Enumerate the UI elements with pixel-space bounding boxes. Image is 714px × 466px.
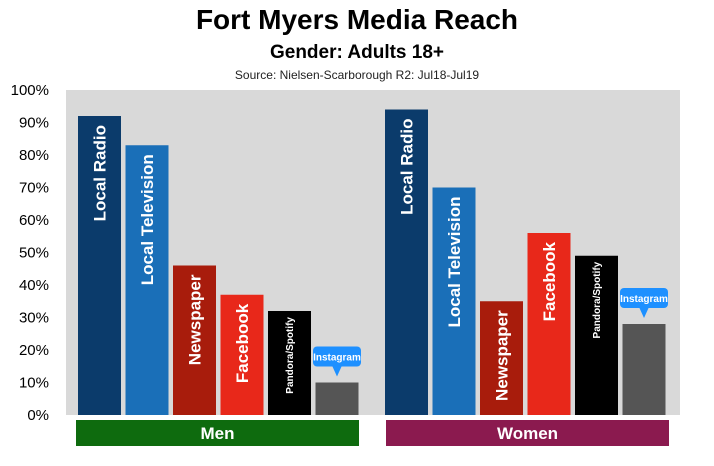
bar-men-local-radio: [78, 116, 121, 415]
bar-label: Local Radio: [91, 125, 110, 221]
y-tick-label: 40%: [19, 277, 49, 294]
chart-subtitle: Gender: Adults 18+: [269, 42, 445, 63]
bar-women-pandora-spotify: [575, 255, 618, 415]
instagram-callout-pointer: [639, 307, 649, 318]
bar-men-pandora-spotify: [268, 311, 311, 415]
y-tick-label: 80%: [19, 147, 49, 164]
bar-label: Facebook: [233, 303, 252, 383]
instagram-callout-pointer: [332, 365, 342, 377]
group-label: Men: [201, 424, 235, 443]
y-tick-label: 70%: [19, 180, 49, 197]
bar-label: Pandora/Spotify: [592, 261, 603, 338]
bar-label: Facebook: [540, 241, 559, 321]
bar-label: Instagram: [313, 353, 361, 364]
bar-label: Local Television: [138, 154, 157, 285]
y-tick-label: 50%: [19, 245, 49, 262]
y-tick-label: 0%: [27, 407, 49, 424]
bar-men-newspaper: [173, 265, 216, 415]
y-tick-label: 90%: [19, 115, 49, 132]
y-tick-label: 60%: [19, 212, 49, 229]
bar-women-facebook: [527, 233, 571, 415]
group-label-box: [386, 420, 669, 446]
instagram-callout: [620, 288, 668, 308]
y-tick-label: 20%: [19, 342, 49, 359]
bar-label: Newspaper: [186, 274, 205, 365]
y-tick-label: 100%: [11, 82, 49, 99]
bar-label: Newspaper: [493, 310, 512, 401]
chart-title: Fort Myers Media Reach: [195, 4, 519, 35]
bar-women-local-radio: [385, 109, 428, 415]
group-label-box: [76, 420, 359, 446]
instagram-callout: [313, 346, 361, 367]
bar-women-newspaper: [480, 301, 523, 415]
bar-label: Pandora/Spotify: [285, 317, 296, 394]
bar-men-instagram: [315, 382, 359, 415]
chart-source: Source: Nielsen-Scarborough R2: Jul18-Ju…: [234, 68, 480, 82]
bar-women-instagram: [622, 324, 666, 415]
y-tick-label: 30%: [19, 310, 49, 327]
bar-label: Local Radio: [398, 119, 417, 215]
bar-label: Instagram: [620, 294, 668, 305]
y-tick-label: 10%: [19, 375, 49, 392]
bar-men-facebook: [220, 294, 264, 415]
bar-label: Local Television: [445, 197, 464, 328]
bar-women-local-television: [432, 187, 476, 415]
bar-men-local-television: [125, 145, 169, 415]
group-label: Women: [497, 424, 558, 443]
